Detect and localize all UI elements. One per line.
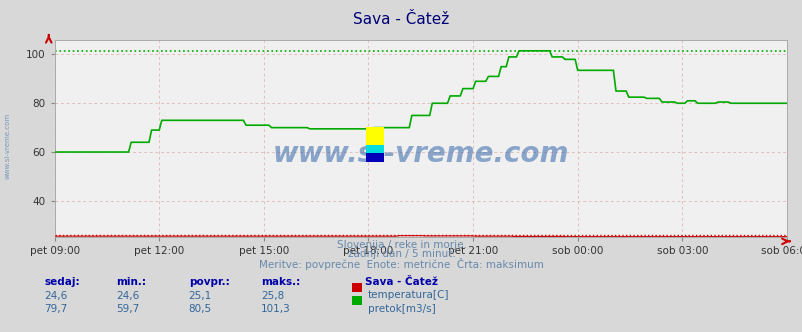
Text: temperatura[C]: temperatura[C] [367, 290, 448, 300]
Text: Sava - Čatež: Sava - Čatež [353, 12, 449, 27]
Text: Sava - Čatež: Sava - Čatež [365, 277, 438, 287]
Text: Meritve: povprečne  Enote: metrične  Črta: maksimum: Meritve: povprečne Enote: metrične Črta:… [259, 258, 543, 270]
Text: 101,3: 101,3 [261, 304, 290, 314]
Text: zadnji dan / 5 minut.: zadnji dan / 5 minut. [347, 249, 455, 259]
Text: povpr.:: povpr.: [188, 277, 229, 287]
Bar [366, 127, 383, 144]
Text: 79,7: 79,7 [44, 304, 67, 314]
Bar [366, 153, 383, 162]
Text: sedaj:: sedaj: [44, 277, 79, 287]
Text: 24,6: 24,6 [116, 290, 140, 300]
Text: www.si-vreme.com: www.si-vreme.com [272, 140, 569, 168]
Text: 25,1: 25,1 [188, 290, 212, 300]
Bar [366, 144, 383, 153]
Text: 59,7: 59,7 [116, 304, 140, 314]
Text: pretok[m3/s]: pretok[m3/s] [367, 304, 435, 314]
Text: 80,5: 80,5 [188, 304, 212, 314]
Text: 24,6: 24,6 [44, 290, 67, 300]
Text: www.si-vreme.com: www.si-vreme.com [5, 113, 11, 179]
Text: maks.:: maks.: [261, 277, 300, 287]
Text: Slovenija / reke in morje.: Slovenija / reke in morje. [336, 240, 466, 250]
Text: 25,8: 25,8 [261, 290, 284, 300]
Text: min.:: min.: [116, 277, 146, 287]
